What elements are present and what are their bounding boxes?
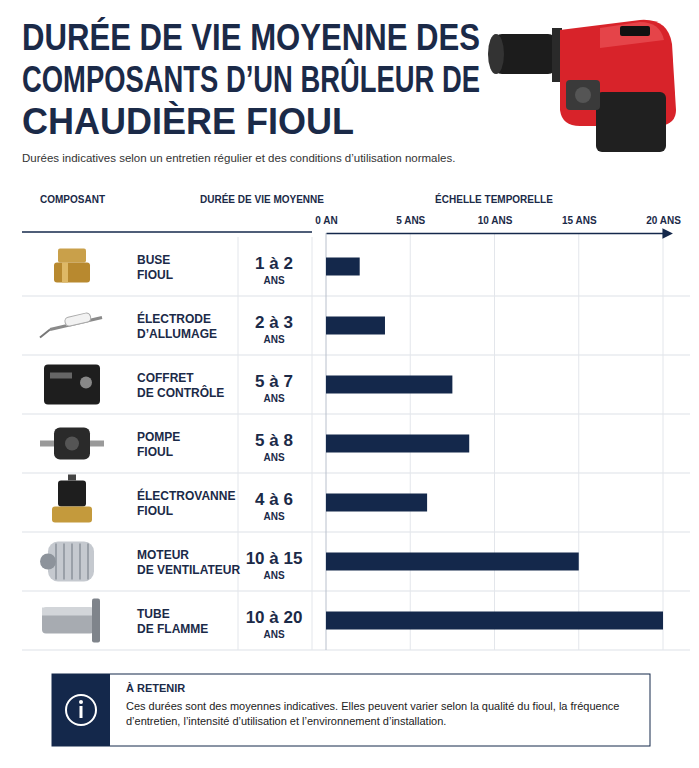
- x-axis: 0 AN 5 ANS 10 ANS 15 ANS 20 ANS: [315, 215, 681, 234]
- bar: [326, 258, 360, 276]
- component-icon: [52, 475, 92, 523]
- duration-label: 5 à 8: [255, 431, 293, 450]
- category-label: POMPEFIOUL: [137, 430, 180, 459]
- header-rule: [22, 231, 312, 233]
- bar: [326, 553, 579, 571]
- x-tick-label: 5 ANS: [396, 215, 425, 226]
- duration-unit: ANS: [263, 629, 284, 640]
- grid-line: [578, 233, 579, 650]
- column-separator: [238, 237, 239, 650]
- component-icon: [44, 365, 100, 405]
- category-label: MOTEURDE VENTILATEUR: [137, 548, 240, 577]
- x-tick: 5 ANS: [396, 215, 425, 233]
- category-label: ÉLECTROVANNEFIOUL: [137, 488, 235, 518]
- x-tick: 20 ANS: [646, 215, 681, 233]
- grid: [326, 233, 663, 650]
- duration-label: 2 à 3: [255, 313, 293, 332]
- grid-line: [494, 233, 495, 650]
- row-separator: [22, 532, 690, 533]
- component-icon: [42, 599, 100, 643]
- grid-line: [663, 233, 664, 650]
- component-icon: [40, 428, 104, 460]
- note-frame: [52, 674, 650, 746]
- column-separator: [312, 237, 313, 650]
- burner-illustration: [488, 20, 676, 152]
- duration-label: 10 à 20: [246, 608, 303, 627]
- component-icon: [40, 542, 94, 582]
- duration-unit: ANS: [263, 334, 284, 345]
- row-separator: [22, 296, 690, 297]
- duration-unit: ANS: [263, 452, 284, 463]
- category-label: COFFRETDE CONTRÔLE: [137, 371, 224, 400]
- component-icon: [54, 249, 90, 283]
- bar: [326, 612, 663, 630]
- x-tick-label: 0 AN: [315, 215, 337, 226]
- bar: [326, 435, 469, 453]
- axis-title: ÉCHELLE TEMPORELLE: [435, 193, 553, 205]
- row-separator: [22, 473, 690, 474]
- component-icon: [40, 312, 102, 337]
- title: CHAUDIÈRE FIOUL: [22, 101, 354, 142]
- bar: [326, 317, 385, 335]
- duration-unit: ANS: [263, 275, 284, 286]
- subtitle: Durées indicatives selon un entretien ré…: [22, 152, 455, 164]
- duration-unit: ANS: [263, 393, 284, 404]
- duration-header: DURÉE DE VIE MOYENNE: [200, 193, 324, 205]
- category-label: BUSEFIOUL: [137, 253, 173, 282]
- duration-label: 4 à 6: [255, 490, 293, 509]
- duration-unit: ANS: [263, 570, 284, 581]
- row-separator: [22, 414, 690, 415]
- info-icon: [66, 695, 96, 725]
- title: COMPOSANTS D’UN BRÛLEUR DE: [22, 58, 480, 100]
- rows: BUSEFIOUL 1 à 2 ANS ÉLECTRODED’ALLUMAGE 2 à …: [40, 249, 302, 643]
- x-tick: 0 AN: [315, 215, 337, 233]
- duration-label: 5 à 7: [255, 372, 293, 391]
- note-icon-panel: [52, 674, 110, 746]
- bar: [326, 494, 427, 512]
- note-text: Ces durées sont des moyennes indicatives…: [126, 700, 619, 727]
- x-tick-label: 10 ANS: [478, 215, 513, 226]
- duration-label: 10 à 15: [246, 549, 303, 568]
- bars: [326, 258, 663, 630]
- infographic: DURÉE DE VIE MOYENNE DESCOMPOSANTS D’UN …: [0, 0, 699, 768]
- category-label: ÉLECTRODED’ALLUMAGE: [137, 311, 217, 341]
- x-tick-label: 20 ANS: [646, 215, 681, 226]
- duration-label: 1 à 2: [255, 254, 293, 273]
- note-title: À RETENIR: [126, 682, 185, 694]
- x-tick: 15 ANS: [562, 215, 597, 233]
- category-label: TUBEDE FLAMME: [137, 607, 208, 636]
- duration-unit: ANS: [263, 511, 284, 522]
- bar: [326, 376, 452, 394]
- title: DURÉE DE VIE MOYENNE DES: [22, 17, 480, 58]
- note-box: À RETENIR Ces durées sont des moyennes in…: [52, 674, 650, 746]
- x-tick: 10 ANS: [478, 215, 513, 233]
- row-separator: [22, 650, 690, 651]
- x-tick-label: 15 ANS: [562, 215, 597, 226]
- x-axis-line: [327, 233, 664, 235]
- row-separator: [22, 591, 690, 592]
- category-header: COMPOSANT: [40, 194, 105, 205]
- row-separator: [22, 355, 690, 356]
- row-separators: [22, 296, 690, 650]
